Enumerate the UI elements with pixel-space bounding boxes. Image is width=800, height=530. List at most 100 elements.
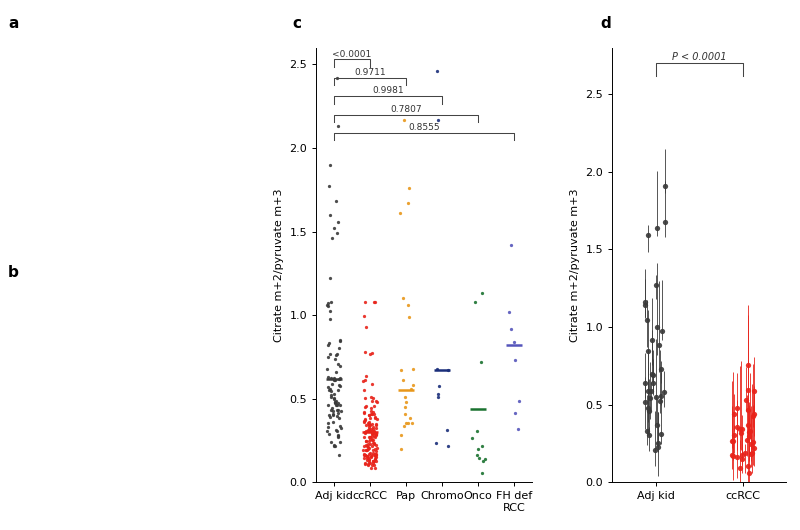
Point	[394, 366, 407, 374]
Point	[323, 429, 336, 438]
Point	[332, 386, 345, 394]
Point	[322, 373, 335, 382]
Point	[324, 438, 337, 446]
Point	[358, 460, 371, 468]
Point	[431, 116, 444, 124]
Point	[370, 396, 382, 405]
Point	[367, 446, 380, 455]
Point	[366, 434, 378, 443]
Point	[327, 440, 340, 449]
Point	[358, 409, 370, 417]
Point	[363, 423, 376, 431]
Point	[360, 421, 373, 429]
Point	[328, 376, 341, 384]
Point	[327, 375, 340, 383]
Point	[323, 386, 336, 394]
Point	[362, 440, 375, 449]
Point	[322, 353, 334, 361]
Point	[398, 410, 411, 418]
Point	[397, 294, 410, 303]
Point	[368, 464, 381, 472]
Point	[370, 430, 382, 439]
Point	[323, 315, 336, 323]
Point	[370, 444, 383, 452]
Point	[367, 456, 380, 465]
Point	[370, 451, 382, 460]
Point	[502, 307, 515, 316]
Point	[361, 419, 374, 428]
Text: 0.9981: 0.9981	[372, 86, 404, 95]
Point	[397, 376, 410, 384]
Point	[362, 421, 375, 429]
Point	[321, 427, 334, 436]
Point	[362, 427, 375, 435]
Point	[367, 429, 380, 437]
Point	[368, 445, 381, 454]
Point	[430, 365, 443, 373]
Point	[358, 312, 370, 320]
Point	[441, 426, 454, 434]
Point	[475, 289, 488, 298]
Point	[325, 387, 338, 395]
Point	[402, 313, 415, 322]
Point	[360, 372, 373, 380]
Point	[325, 392, 338, 401]
Point	[330, 425, 342, 434]
Point	[364, 435, 377, 443]
Point	[359, 428, 372, 436]
Point	[359, 414, 372, 423]
Point	[332, 343, 345, 352]
Point	[433, 382, 446, 390]
Point	[364, 449, 377, 457]
Point	[366, 428, 378, 436]
Point	[323, 339, 336, 347]
Point	[326, 407, 339, 415]
Point	[358, 394, 371, 403]
Point	[366, 438, 379, 447]
Point	[362, 420, 375, 428]
Point	[332, 217, 345, 226]
Point	[322, 341, 334, 349]
Point	[334, 401, 346, 409]
Point	[366, 432, 378, 440]
Point	[363, 433, 376, 441]
Point	[328, 394, 341, 402]
Point	[362, 461, 374, 470]
Text: c: c	[292, 16, 301, 31]
Point	[327, 395, 340, 403]
Point	[368, 412, 381, 421]
Point	[328, 398, 341, 407]
Point	[326, 234, 338, 243]
Point	[394, 209, 406, 217]
Point	[332, 414, 345, 422]
Point	[360, 442, 373, 450]
Y-axis label: Citrate m+2/pyruvate m+3: Citrate m+2/pyruvate m+3	[274, 188, 284, 342]
Point	[504, 241, 517, 249]
Point	[329, 197, 342, 206]
Point	[363, 459, 376, 467]
Point	[398, 393, 411, 402]
Point	[363, 440, 376, 448]
Point	[365, 410, 378, 418]
Point	[368, 461, 381, 470]
Point	[362, 419, 375, 428]
Point	[325, 391, 338, 400]
Point	[363, 413, 376, 422]
Point	[368, 440, 381, 448]
Point	[370, 457, 382, 465]
Point	[369, 452, 382, 461]
Point	[328, 374, 341, 383]
Point	[322, 182, 335, 191]
Point	[363, 418, 376, 426]
Point	[324, 406, 337, 414]
Point	[322, 419, 335, 428]
Point	[359, 416, 372, 424]
Point	[362, 426, 374, 434]
Point	[322, 410, 335, 419]
Point	[402, 199, 414, 207]
Point	[327, 390, 340, 399]
Point	[406, 418, 418, 427]
Point	[330, 401, 342, 409]
Point	[398, 116, 410, 124]
Point	[504, 324, 517, 333]
